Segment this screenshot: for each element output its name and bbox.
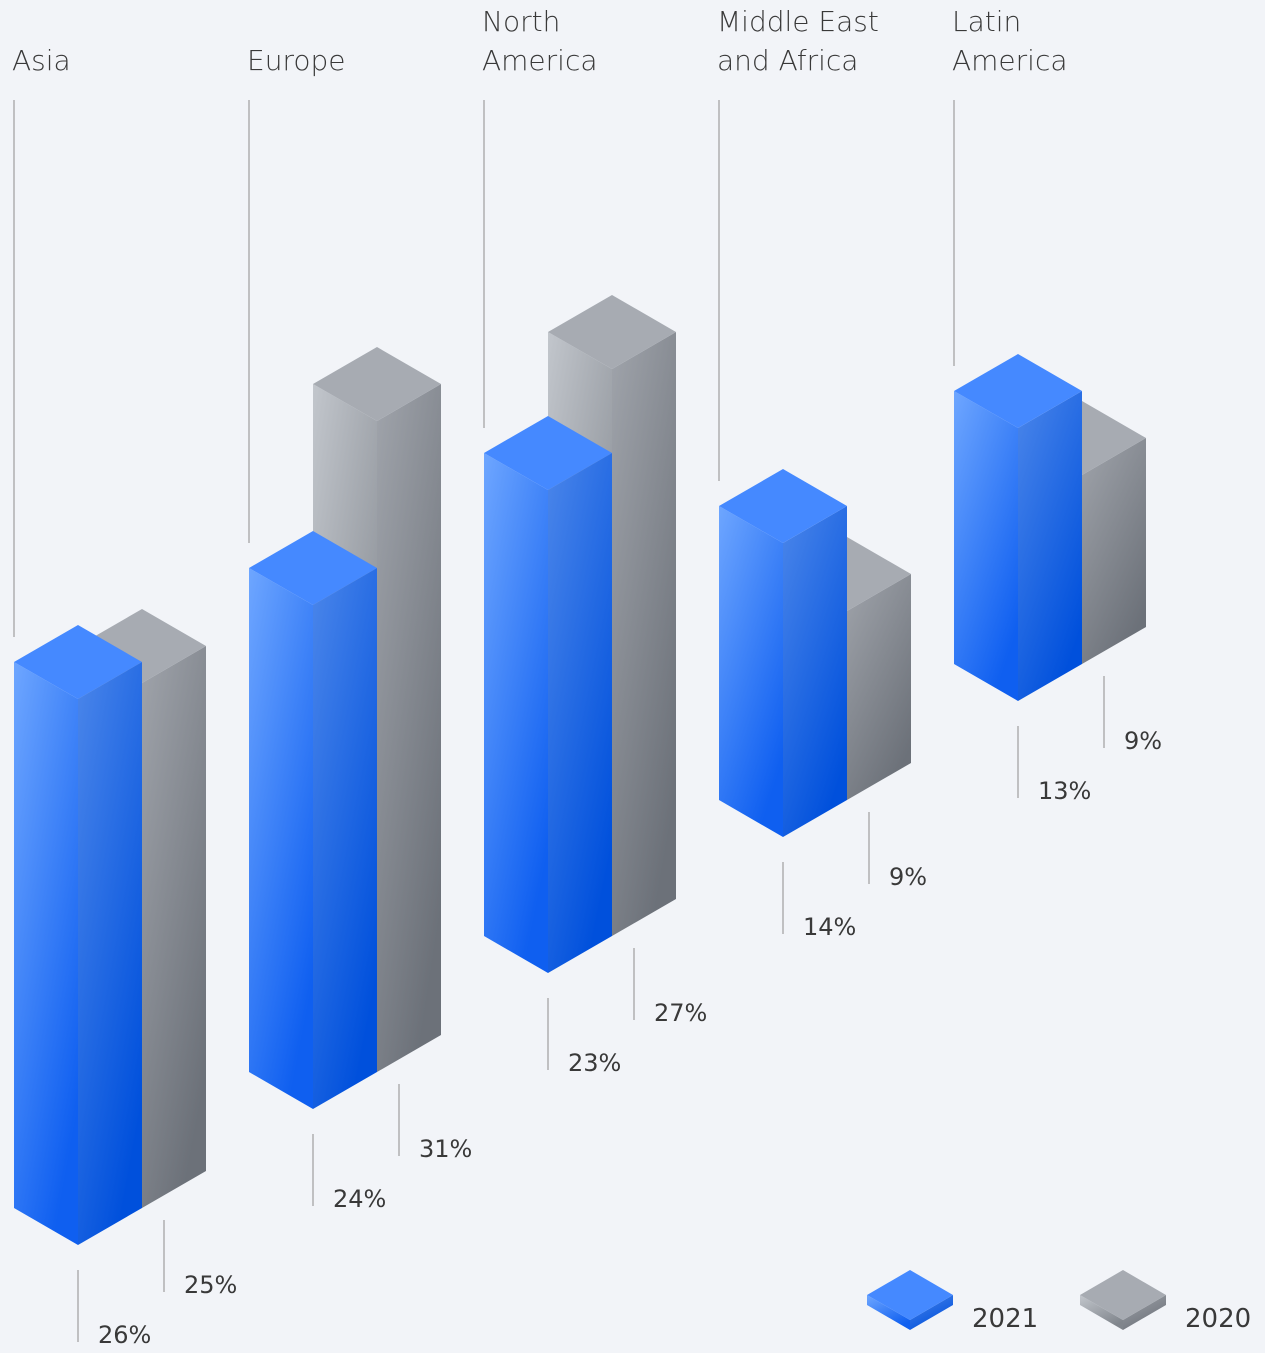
category-label: Asia bbox=[12, 4, 202, 80]
front-face bbox=[249, 568, 313, 1109]
value-label: 31% bbox=[419, 1135, 472, 1163]
side-face bbox=[78, 662, 142, 1245]
category-text: Europe bbox=[247, 44, 346, 77]
value-label: 9% bbox=[1124, 727, 1162, 755]
legend-side bbox=[1123, 1295, 1166, 1330]
legend-top bbox=[867, 1270, 953, 1320]
category-text: North America bbox=[482, 5, 598, 77]
top-face bbox=[14, 625, 142, 699]
value-label: 23% bbox=[568, 1049, 621, 1077]
value-label: 27% bbox=[654, 999, 707, 1027]
category-text: Asia bbox=[12, 44, 71, 77]
value-label: 9% bbox=[889, 863, 927, 891]
legend-label: 2020 bbox=[1185, 1304, 1251, 1334]
front-face bbox=[954, 391, 1018, 701]
value-label: 24% bbox=[333, 1185, 386, 1213]
bar bbox=[484, 416, 612, 973]
front-face bbox=[484, 453, 548, 973]
side-face bbox=[548, 453, 612, 973]
side-face bbox=[1082, 438, 1146, 664]
bar bbox=[719, 469, 847, 837]
top-face bbox=[954, 354, 1082, 428]
category-label: North America bbox=[482, 4, 672, 80]
bar bbox=[249, 531, 377, 1109]
category-label: Middle East and Africa bbox=[717, 4, 907, 80]
legend-icon bbox=[1080, 1270, 1166, 1330]
top-face bbox=[313, 347, 441, 421]
value-label: 13% bbox=[1038, 777, 1091, 805]
category-text: Middle East and Africa bbox=[717, 5, 879, 77]
bar bbox=[14, 625, 142, 1245]
legend-side bbox=[910, 1295, 953, 1330]
side-face bbox=[612, 332, 676, 936]
side-face bbox=[847, 574, 911, 800]
value-label: 25% bbox=[184, 1271, 237, 1299]
legend-front bbox=[1080, 1295, 1123, 1330]
bar bbox=[954, 354, 1082, 701]
front-face bbox=[719, 506, 783, 837]
legend-label: 2021 bbox=[972, 1304, 1038, 1334]
value-label: 14% bbox=[803, 913, 856, 941]
legend-icon bbox=[867, 1270, 953, 1330]
legend-front bbox=[867, 1295, 910, 1330]
top-face bbox=[484, 416, 612, 490]
category-text: Latin America bbox=[952, 5, 1068, 77]
side-face bbox=[1018, 391, 1082, 701]
side-face bbox=[377, 384, 441, 1072]
category-label: Europe bbox=[247, 4, 437, 80]
value-label: 26% bbox=[98, 1321, 151, 1349]
front-face bbox=[14, 662, 78, 1245]
top-face bbox=[548, 295, 676, 369]
top-face bbox=[249, 531, 377, 605]
side-face bbox=[783, 506, 847, 837]
top-face bbox=[719, 469, 847, 543]
side-face bbox=[142, 646, 206, 1208]
category-label: Latin America bbox=[952, 4, 1142, 80]
legend-top bbox=[1080, 1270, 1166, 1320]
side-face bbox=[313, 568, 377, 1109]
